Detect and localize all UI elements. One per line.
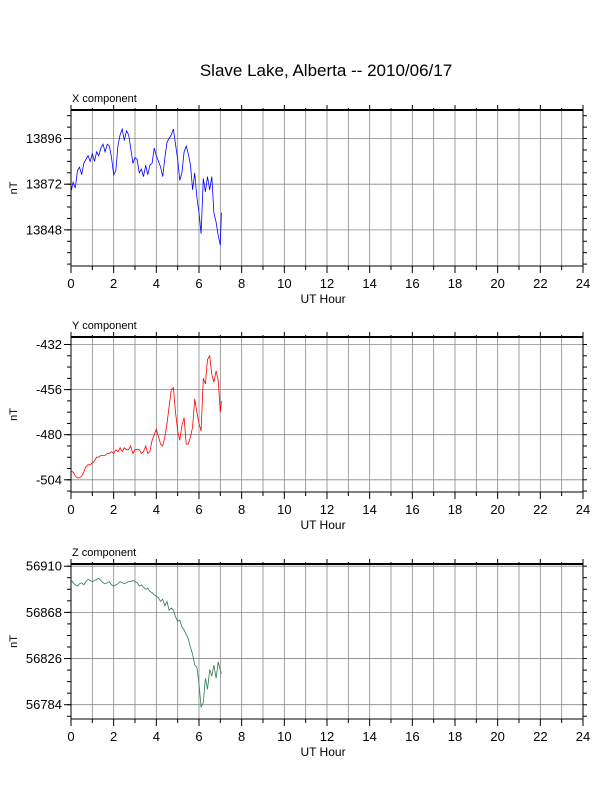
x-tick-label: 18 (448, 276, 462, 291)
y-tick-label: 56910 (26, 559, 62, 574)
x-tick-label: 4 (153, 729, 160, 744)
x-tick-label: 10 (277, 502, 291, 517)
y-tick-label: -456 (36, 382, 62, 397)
y-tick-label: -504 (36, 472, 62, 487)
x-tick-label: 16 (405, 502, 419, 517)
x-tick-label: 0 (67, 276, 74, 291)
y-tick-label: -480 (36, 427, 62, 442)
x-tick-label: 8 (238, 276, 245, 291)
x-tick-label: 16 (405, 729, 419, 744)
panel-title: Y component (72, 320, 137, 332)
x-axis-label: UT Hour (300, 518, 345, 532)
x-tick-label: 20 (490, 729, 504, 744)
x-tick-label: 14 (362, 276, 376, 291)
x-tick-label: 6 (195, 276, 202, 291)
x-axis-label: UT Hour (300, 292, 345, 306)
y-tick-label: 56826 (26, 651, 62, 666)
x-tick-label: 12 (320, 729, 334, 744)
x-tick-label: 22 (533, 276, 547, 291)
x-tick-label: 2 (110, 276, 117, 291)
x-tick-label: 18 (448, 502, 462, 517)
x-tick-label: 8 (238, 502, 245, 517)
x-axis-label: UT Hour (300, 745, 345, 759)
x-tick-label: 16 (405, 276, 419, 291)
x-tick-label: 0 (67, 502, 74, 517)
x-tick-label: 2 (110, 502, 117, 517)
x-tick-label: 4 (153, 276, 160, 291)
y-tick-label: 13872 (26, 177, 62, 192)
y-tick-label: 13896 (26, 131, 62, 146)
x-tick-label: 24 (576, 729, 590, 744)
x-tick-label: 14 (362, 729, 376, 744)
panel-title: X component (72, 93, 137, 105)
x-tick-label: 12 (320, 502, 334, 517)
x-tick-label: 24 (576, 276, 590, 291)
y-tick-label: -432 (36, 337, 62, 352)
data-line (70, 577, 222, 709)
x-tick-label: 22 (533, 502, 547, 517)
panel-title: Z component (72, 547, 136, 559)
x-tick-label: 14 (362, 502, 376, 517)
y-axis-label: nT (8, 181, 20, 194)
x-tick-label: 18 (448, 729, 462, 744)
y-axis-label: nT (8, 635, 20, 648)
data-line (70, 354, 222, 479)
x-tick-label: 10 (277, 729, 291, 744)
x-tick-label: 20 (490, 502, 504, 517)
data-line (70, 127, 222, 246)
x-tick-label: 10 (277, 276, 291, 291)
x-tick-label: 12 (320, 276, 334, 291)
x-tick-label: 8 (238, 729, 245, 744)
x-tick-label: 24 (576, 502, 590, 517)
x-tick-label: 22 (533, 729, 547, 744)
x-tick-label: 6 (195, 729, 202, 744)
y-axis-label: nT (8, 408, 20, 421)
x-tick-label: 0 (67, 729, 74, 744)
x-tick-label: 4 (153, 502, 160, 517)
y-tick-label: 56868 (26, 605, 62, 620)
y-tick-label: 56784 (26, 697, 62, 712)
x-tick-label: 20 (490, 276, 504, 291)
figure-title: Slave Lake, Alberta -- 2010/06/17 (200, 61, 452, 80)
x-tick-label: 2 (110, 729, 117, 744)
y-tick-label: 13848 (26, 222, 62, 237)
x-tick-label: 6 (195, 502, 202, 517)
